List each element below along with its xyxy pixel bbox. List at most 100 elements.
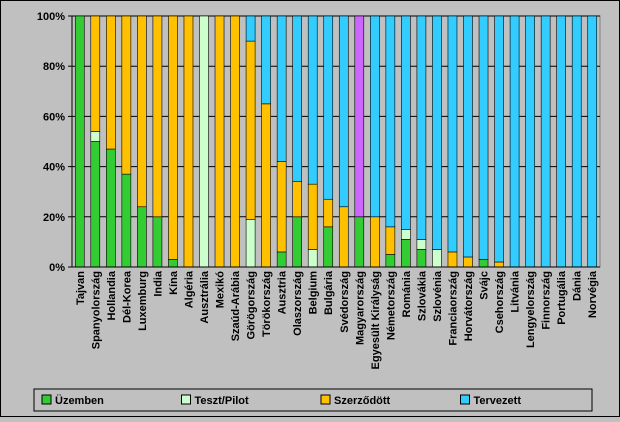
bar-segment — [168, 15, 178, 260]
x-tick-label: Törökország — [261, 271, 273, 337]
x-tick-label: Ausztrália — [199, 270, 211, 323]
bar-segment — [354, 216, 365, 268]
x-tick-label: Svédország — [339, 271, 351, 333]
y-tick-label: 0% — [49, 262, 65, 274]
bar-segment — [245, 219, 256, 268]
bar-segment — [432, 15, 442, 250]
bar-segment — [307, 249, 318, 268]
x-tick-label: Svájc — [479, 271, 491, 300]
x-tick-label: Mexikó — [215, 271, 227, 309]
bar-segment — [587, 15, 598, 268]
y-tick-label: 60% — [43, 111, 65, 123]
bar-segment — [168, 259, 178, 268]
bar-segment — [385, 254, 396, 268]
x-tick-label: Bulgária — [323, 270, 335, 315]
bar-segment — [509, 15, 520, 268]
bar-segment — [338, 15, 349, 208]
bar-segment — [416, 15, 427, 240]
bar-segment — [354, 15, 365, 218]
x-tick-label: Magyarország — [354, 271, 366, 345]
bar-segment — [432, 249, 442, 268]
bar-segment — [276, 15, 287, 162]
y-tick-label: 40% — [43, 162, 65, 174]
x-tick-label: Portugália — [556, 270, 568, 325]
legend-swatch — [460, 394, 470, 405]
x-tick-label: Norvégia — [587, 270, 599, 318]
bar-segment — [478, 15, 489, 260]
x-tick-label: Belgium — [308, 271, 320, 315]
x-tick-label: Görögország — [246, 271, 258, 339]
legend-label: Szerződött — [334, 395, 391, 407]
bar-segment — [307, 15, 318, 185]
x-tick-label: Németország — [385, 271, 397, 340]
bar-segment — [385, 15, 396, 228]
bar-segment — [338, 206, 349, 268]
bar-segment — [245, 40, 256, 220]
bar-segment — [323, 198, 334, 228]
bar-segment — [307, 183, 318, 250]
y-tick-label: 80% — [43, 61, 65, 73]
bar-segment — [540, 15, 551, 268]
bar-segment — [199, 15, 209, 268]
y-tick-label: 100% — [37, 11, 65, 23]
plot-area — [71, 15, 601, 268]
bar-segment — [74, 15, 85, 268]
bar-segment — [121, 15, 132, 175]
bar-segment — [152, 15, 163, 218]
x-tick-label: Dánia — [572, 270, 584, 301]
bar-segment — [370, 216, 380, 268]
bar-segment — [214, 15, 225, 268]
x-tick-label: Finnország — [541, 271, 553, 330]
bar-segment — [463, 15, 473, 258]
bar-segment — [556, 15, 566, 268]
bar-segment — [416, 249, 427, 268]
x-tick-label: Csehország — [494, 271, 506, 333]
bar-segment — [292, 216, 302, 268]
x-tick-label: Litvánia — [510, 270, 522, 312]
bar-segment — [261, 15, 271, 105]
bar-segment — [106, 15, 116, 150]
bar-segment — [323, 15, 334, 200]
bar-segment — [401, 229, 411, 240]
x-tick-label: Luxemburg — [137, 271, 149, 331]
x-tick-label: Algéria — [183, 270, 195, 308]
bar-segment — [525, 15, 535, 268]
legend-swatch — [181, 394, 191, 405]
bar-segment — [90, 141, 101, 268]
x-tick-label: Lengyelország — [525, 271, 537, 348]
bar-segment — [137, 206, 147, 268]
bar-segment — [323, 226, 334, 268]
bar-segment — [292, 181, 302, 218]
bar-segment — [385, 226, 396, 255]
bar-segment — [370, 15, 380, 218]
bar-segment — [261, 103, 271, 268]
x-tick-label: Szlovénia — [432, 270, 444, 322]
x-tick-label: Spanyolország — [90, 271, 102, 349]
legend-label: Tervezett — [474, 395, 522, 407]
x-tick-label: Dél-Korea — [121, 270, 133, 323]
x-tick-label: Horvátország — [463, 271, 475, 341]
bar-segment — [292, 15, 302, 182]
bar-segment — [463, 256, 473, 268]
y-tick-label: 20% — [43, 212, 65, 224]
x-tick-label: Szaúd-Arábia — [230, 270, 242, 341]
x-tick-label: Egyesült Királyság — [370, 271, 382, 369]
x-tick-label: Kína — [168, 270, 180, 295]
x-tick-label: Románia — [401, 270, 413, 317]
bar-segment — [152, 216, 163, 268]
bar-segment — [401, 239, 411, 268]
bar-segment — [137, 15, 147, 208]
bar-segment — [401, 15, 411, 230]
bar-segment — [106, 148, 116, 268]
bar-segment — [571, 15, 582, 268]
bar-segment — [276, 161, 287, 253]
bar-segment — [478, 259, 489, 268]
bar-segment — [90, 15, 101, 132]
x-tick-label: Tajvan — [75, 271, 87, 305]
x-tick-label: Olaszország — [292, 271, 304, 336]
bar-segment — [90, 131, 101, 142]
legend-label: Teszt/Pilot — [195, 395, 250, 407]
x-tick-label: Szlovákia — [416, 270, 428, 321]
